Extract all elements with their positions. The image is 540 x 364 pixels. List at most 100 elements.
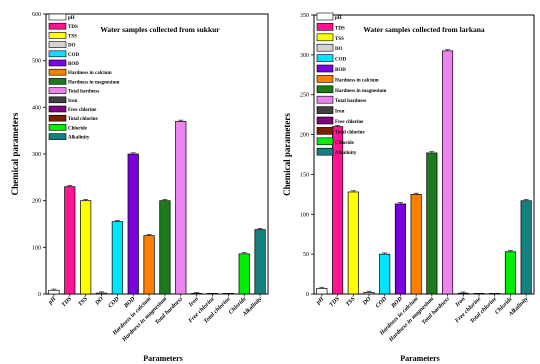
legend-label: Hardness in calcium: [335, 78, 379, 83]
legend-label: Iron: [335, 110, 345, 115]
legend-swatch: [316, 127, 334, 135]
legend: pH TDS TSS DO COD BOD Hardness in calcium Hardn…: [316, 12, 387, 156]
bar: [442, 50, 454, 295]
legend-swatch: [316, 147, 334, 156]
y-tick-label: 0: [306, 292, 309, 298]
legend-swatch: [48, 105, 67, 113]
bar: [379, 253, 391, 295]
legend-label: COD: [335, 58, 347, 63]
y-axis-label: Chemical parameters: [10, 112, 20, 195]
x-tick-label: DO: [361, 296, 373, 308]
legend-label: TSS: [68, 34, 77, 39]
legend-label: pH: [335, 16, 342, 21]
legend-swatch: [316, 33, 334, 42]
legend-label: Hardness in magnesium: [68, 80, 120, 85]
legend-swatch: [48, 78, 67, 85]
legend-swatch: [48, 114, 67, 122]
bar: [457, 292, 469, 295]
y-tick-label: 150: [300, 172, 309, 178]
x-tick-label: DO: [94, 296, 106, 308]
bar: [64, 186, 76, 295]
bar: [316, 288, 328, 295]
legend-label: Hardness in magnesium: [335, 89, 387, 94]
x-tick-label: TDS: [329, 296, 342, 309]
legend-swatch: [316, 12, 334, 21]
x-tick-label: pH: [47, 296, 58, 307]
bar: [363, 292, 375, 295]
legend-swatch: [48, 124, 67, 131]
legend-swatch: [316, 85, 334, 94]
legend-swatch: [316, 43, 334, 52]
legend-swatch: [316, 116, 334, 125]
legend-swatch: [316, 95, 334, 104]
x-tick-label: BOD: [123, 296, 137, 310]
legend-swatch: [316, 75, 334, 83]
y-tick-label: 600: [32, 12, 41, 18]
legend-label: Alkalinity: [68, 136, 90, 141]
y-tick-label: 50: [303, 252, 309, 258]
legend-label: Free chlorine: [335, 120, 364, 125]
chart-title: Water samples collected from larkana: [363, 25, 485, 34]
y-tick-label: 200: [32, 199, 41, 205]
bar: [127, 153, 139, 295]
bar: [394, 203, 406, 295]
bar: [238, 253, 250, 295]
legend-swatch: [48, 68, 67, 76]
x-tick-label: COD: [375, 296, 389, 310]
bar: [504, 251, 516, 295]
y-tick-label: 250: [300, 93, 309, 99]
legend-swatch: [316, 54, 334, 62]
bar: [410, 194, 422, 295]
legend-swatch: [48, 133, 67, 140]
bar: [80, 200, 92, 295]
legend-label: TSS: [335, 37, 344, 42]
legend-swatch: [316, 64, 334, 73]
legend-label: TDS: [335, 26, 345, 31]
y-axis-label: Chemical parameters: [282, 113, 292, 196]
legend-swatch: [48, 96, 67, 104]
legend-label: DO: [68, 44, 76, 49]
y-tick-label: 200: [300, 133, 309, 139]
bar: [426, 152, 438, 295]
x-tick-label: TSS: [345, 296, 357, 308]
bar: [489, 293, 501, 295]
bar: [222, 293, 234, 295]
bar: [159, 200, 171, 295]
legend-label: Free chlorine: [68, 108, 97, 113]
x-tick-label: BOD: [390, 296, 404, 310]
y-tick-label: 350: [300, 13, 309, 19]
legend-label: Iron: [68, 99, 78, 104]
legend-label: COD: [68, 53, 80, 58]
bar: [520, 200, 532, 295]
legend-swatch: [48, 32, 67, 39]
bar: [111, 221, 123, 295]
bar: [95, 292, 108, 295]
legend-label: Chloride: [68, 126, 88, 131]
legend-label: Total hardness: [335, 99, 366, 104]
y-tick-label: 0: [38, 292, 41, 298]
x-tick-label: TSS: [78, 296, 90, 308]
legend-label: pH: [68, 16, 75, 21]
x-tick-label: Iron: [454, 296, 467, 309]
legend-label: TDS: [68, 25, 78, 30]
legend: pH TDS TSS DO COD BOD Hardness in calcium Hardn…: [48, 13, 120, 141]
legend-swatch: [48, 59, 67, 67]
bar: [175, 120, 187, 295]
bar: [254, 229, 266, 295]
y-tick-label: 100: [32, 245, 41, 251]
bar: [48, 289, 60, 295]
legend-label: Total hardness: [68, 90, 99, 95]
x-axis-label: Parameters: [400, 354, 440, 363]
legend-swatch: [316, 137, 334, 146]
x-tick-label: TDS: [61, 296, 74, 309]
legend-label: BOD: [68, 62, 79, 67]
x-tick-label: Iron: [187, 296, 200, 309]
legend-label: Alkalinity: [335, 151, 357, 156]
y-tick-label: 500: [32, 59, 41, 65]
bar: [143, 235, 155, 295]
x-axis-label: Parameters: [143, 354, 183, 363]
bar: [473, 293, 485, 295]
plot-frame: [313, 14, 535, 295]
